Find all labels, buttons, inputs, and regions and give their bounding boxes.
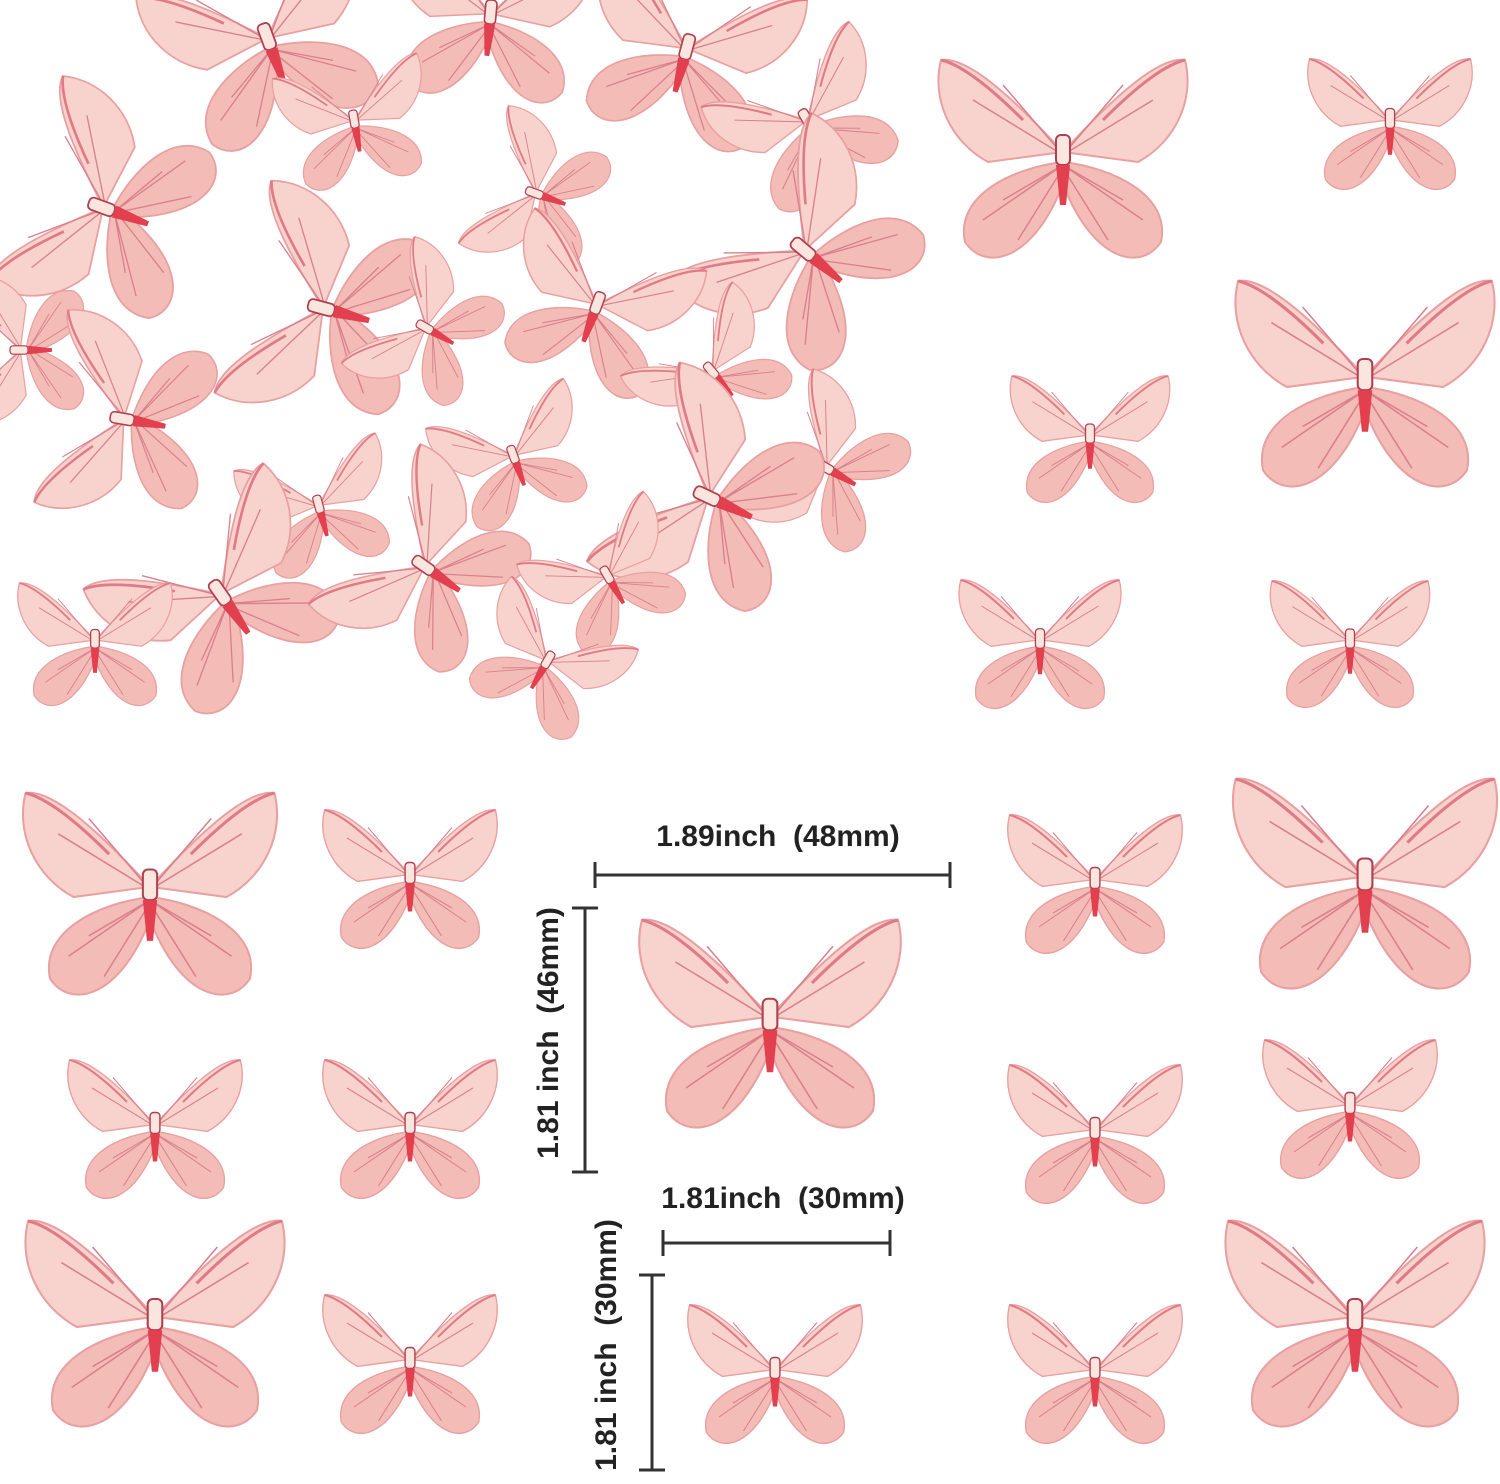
butterfly-cluster — [0, 0, 949, 753]
height-label: 1.81 inch (30mm) — [590, 1219, 623, 1471]
width-label: 1.89inch (48mm) — [656, 820, 899, 853]
height-label: 1.81 inch (46mm) — [532, 907, 565, 1159]
measurements: 1.89inch (48mm) 1.81 inch (46mm) 1.81inc… — [532, 820, 952, 1472]
width-label: 1.81inch (30mm) — [661, 1182, 904, 1215]
